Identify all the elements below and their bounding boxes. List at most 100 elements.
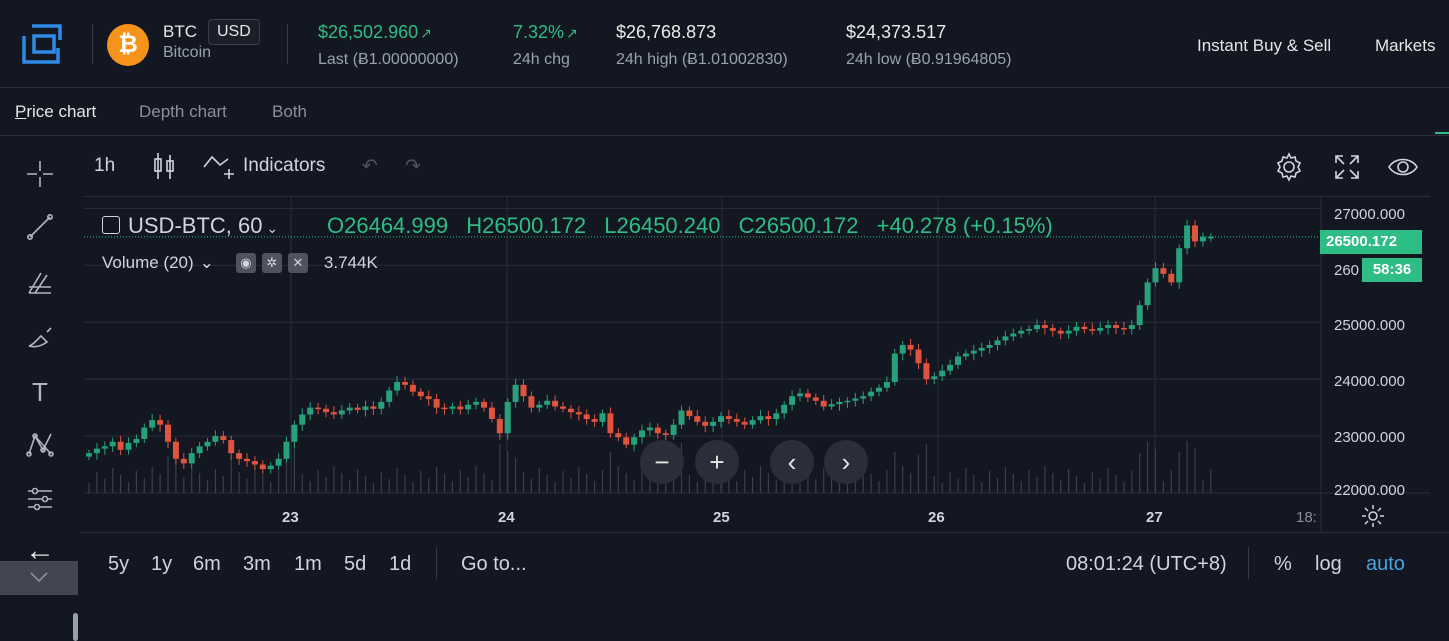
scroll-right-button[interactable]: ›	[824, 440, 868, 484]
volume-bar	[1068, 469, 1070, 493]
volume-bar	[380, 472, 382, 493]
candle-body	[228, 440, 235, 454]
eye-icon[interactable]	[1387, 153, 1419, 187]
zoom-out-button[interactable]: −	[640, 440, 684, 484]
volume-bar	[404, 475, 406, 493]
volume-bar	[625, 473, 627, 493]
scroll-left-button[interactable]: ‹	[770, 440, 814, 484]
fullscreen-icon[interactable]	[1333, 153, 1361, 187]
tab-depth-chart[interactable]: Depth chart	[139, 102, 227, 121]
zoom-in-button[interactable]: +	[695, 440, 739, 484]
legend-high: H26500.172	[466, 213, 587, 238]
volume-bar	[151, 467, 153, 493]
high-label: 24h high (Ƀ1.01002830)	[616, 51, 788, 68]
currency-badge[interactable]: USD	[208, 19, 260, 45]
candle-style-icon[interactable]	[152, 151, 176, 187]
range-1m[interactable]: 1m	[294, 553, 322, 575]
goto-button[interactable]: Go to...	[461, 553, 527, 575]
text-tool-icon[interactable]: T	[32, 376, 48, 407]
legend-symbol[interactable]: USD-BTC, 60 ⌄	[102, 213, 278, 239]
candle-body	[646, 427, 653, 431]
volume-label[interactable]: Volume (20)	[102, 253, 194, 272]
range-3m[interactable]: 3m	[243, 553, 271, 575]
pattern-icon[interactable]	[22, 427, 58, 463]
volume-bar	[515, 458, 517, 493]
candle-body	[141, 427, 148, 439]
tab-price-chart[interactable]: Price chart	[15, 102, 97, 121]
candle-body	[781, 404, 788, 414]
candle-body	[259, 464, 266, 470]
gear-icon[interactable]	[1273, 151, 1305, 189]
volume-bar	[633, 480, 635, 493]
candle-body	[662, 433, 669, 435]
volume-bar	[135, 471, 137, 493]
toolbar-collapse-button[interactable]	[0, 561, 78, 595]
fib-tool-icon[interactable]	[22, 264, 58, 300]
undo-icon[interactable]: ↶	[362, 156, 378, 177]
chart-toolbar: 1h Indicators ↶ ↷	[80, 137, 1440, 193]
price-chart[interactable]: USD-BTC, 60 ⌄ O26464.999 H26500.172 L264…	[84, 196, 1430, 534]
volume-bar	[1107, 468, 1109, 493]
crosshair-icon[interactable]	[22, 156, 58, 192]
tab-both[interactable]: Both	[272, 102, 307, 121]
log-toggle[interactable]: log	[1315, 553, 1342, 575]
candle-body	[567, 408, 574, 413]
volume-bar	[167, 456, 169, 493]
volume-bar	[396, 468, 398, 493]
eye-icon[interactable]: ◉	[235, 253, 256, 273]
candle-body	[757, 416, 764, 421]
volume-bar	[127, 482, 130, 493]
candle-body	[1184, 225, 1191, 249]
indicators-icon[interactable]	[202, 151, 238, 187]
volume-bar	[120, 475, 122, 493]
clock[interactable]: 08:01:24 (UTC+8)	[1066, 553, 1227, 575]
indicators-button[interactable]: Indicators	[243, 155, 326, 176]
range-5y[interactable]: 5y	[108, 553, 130, 575]
close-icon[interactable]: ✕	[287, 253, 308, 273]
candle-body	[93, 448, 100, 454]
volume-bar	[807, 472, 809, 493]
settings-sliders-icon[interactable]	[22, 481, 58, 517]
range-6m[interactable]: 6m	[193, 553, 221, 575]
candle-body	[868, 391, 875, 397]
candle-body	[125, 442, 132, 450]
volume-bar	[278, 471, 280, 493]
volume-bar	[657, 483, 659, 493]
candle-body	[552, 400, 559, 407]
chevron-down-icon[interactable]: ⌄	[199, 253, 214, 272]
range-1y[interactable]: 1y	[151, 553, 173, 575]
volume-bar	[1020, 481, 1022, 493]
toolbar-scrollbar[interactable]	[73, 613, 78, 641]
candle-body	[473, 401, 480, 405]
trend-line-icon[interactable]	[22, 209, 58, 245]
candle-body	[773, 413, 780, 419]
candlestick-chart[interactable]	[84, 197, 1430, 533]
candle-body	[220, 436, 227, 441]
volume-bar	[578, 467, 580, 493]
candle-body	[560, 406, 566, 409]
nav-instant-buy-sell[interactable]: Instant Buy & Sell	[1197, 36, 1332, 55]
auto-toggle[interactable]: auto	[1366, 553, 1405, 575]
axis-settings-icon[interactable]	[1360, 503, 1386, 534]
volume-bar	[767, 473, 769, 493]
candle-body	[994, 340, 1001, 345]
volume-bar	[791, 476, 793, 493]
candle-body	[789, 396, 796, 405]
current-price-tag: 26500.172	[1320, 230, 1422, 254]
stat-last-price: $26,502.960 ↗ Last (Ƀ1.00000000)	[318, 22, 459, 69]
stat-24h-high: $26,768.873 24h high (Ƀ1.01002830)	[616, 22, 788, 69]
percent-toggle[interactable]: %	[1274, 553, 1292, 575]
gear-icon[interactable]: ✲	[261, 253, 282, 273]
candle-body	[749, 420, 756, 425]
range-5d[interactable]: 5d	[344, 553, 367, 575]
volume-bar	[270, 482, 272, 493]
volume-bar	[996, 478, 999, 493]
volume-bar	[910, 473, 912, 493]
candle-body	[1105, 325, 1112, 328]
nav-markets[interactable]: Markets	[1375, 36, 1436, 55]
redo-icon[interactable]: ↷	[405, 156, 421, 177]
range-1d[interactable]: 1d	[389, 553, 412, 575]
interval-selector[interactable]: 1h	[94, 155, 116, 176]
exchange-logo-icon[interactable]	[20, 22, 70, 66]
brush-icon[interactable]	[22, 319, 58, 355]
